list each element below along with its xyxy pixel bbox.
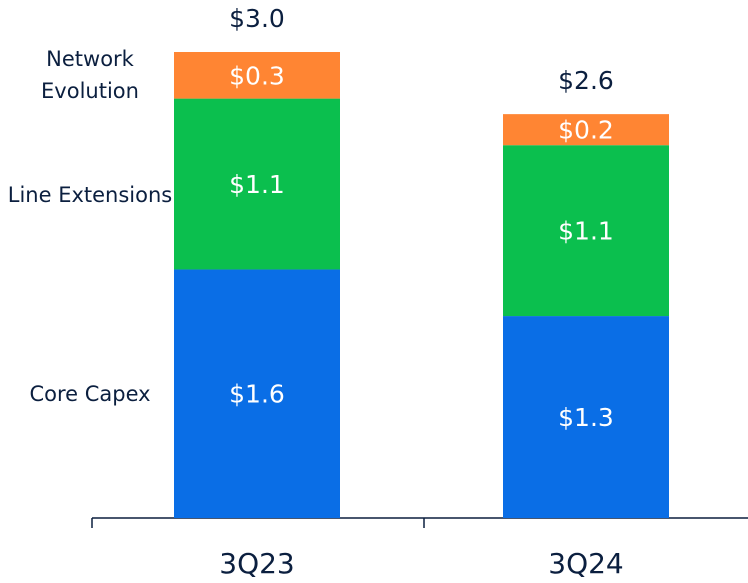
data-label: $1.1 xyxy=(229,170,285,199)
legend-label: Line Extensions xyxy=(7,183,173,208)
bar-segment xyxy=(503,316,669,518)
total-label: $3.0 xyxy=(229,4,285,33)
data-label: $0.2 xyxy=(558,116,614,145)
data-label: $1.6 xyxy=(229,380,285,409)
bar-segment xyxy=(503,145,669,317)
bar-segment xyxy=(174,98,340,270)
data-label: $0.3 xyxy=(229,61,285,90)
bar-segment xyxy=(174,269,340,518)
legend-label: Network Evolution xyxy=(41,47,139,104)
data-label: $1.3 xyxy=(558,403,614,432)
data-label: $1.1 xyxy=(558,217,614,246)
legend-label: Core Capex xyxy=(29,381,151,406)
bar-segment xyxy=(174,52,340,99)
x-tick-label: 3Q23 xyxy=(219,547,294,580)
bar-segment xyxy=(503,114,669,146)
x-tick-label: 3Q24 xyxy=(548,547,623,580)
total-label: $2.6 xyxy=(558,66,614,95)
